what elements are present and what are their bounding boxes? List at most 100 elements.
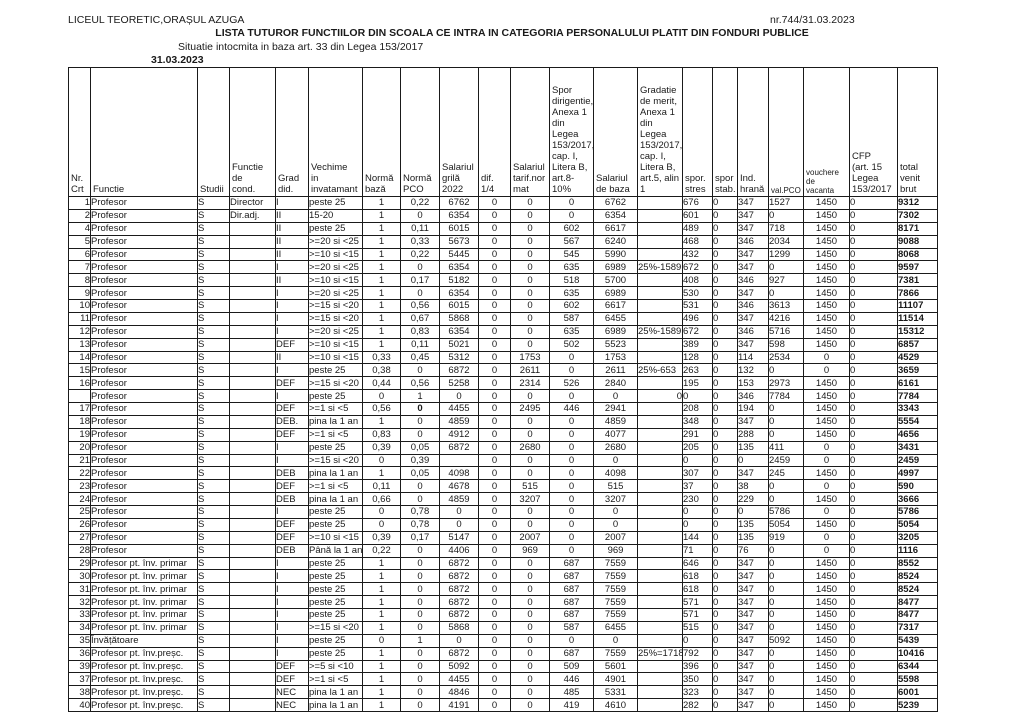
cell: 0: [478, 569, 511, 584]
cell: 0: [682, 633, 713, 648]
cell: 1527: [768, 196, 804, 210]
cell: 0: [478, 196, 511, 210]
cell: Dir.adj.: [229, 208, 276, 223]
cell: 7381: [897, 273, 938, 288]
cell: 29: [68, 556, 91, 571]
cell: 687: [549, 646, 594, 661]
cell: 1450: [803, 595, 850, 609]
cell: 0: [768, 479, 804, 494]
cell: Profesor pt. înv.preșc.: [90, 646, 198, 661]
cell: 0: [400, 286, 440, 300]
cell: 1450: [803, 620, 850, 635]
cell: 0: [712, 582, 738, 597]
cell: 0: [362, 453, 401, 468]
cell: 5786: [897, 505, 938, 519]
cell: 0: [549, 389, 594, 403]
cell: 0,83: [400, 324, 440, 339]
cell: 718: [768, 221, 804, 236]
cell: 6617: [593, 221, 638, 236]
cell: 6989: [593, 324, 638, 339]
cell: 19: [68, 427, 91, 442]
cell: 0: [712, 543, 738, 558]
cell: Profesor: [90, 466, 198, 481]
cell: 2611: [510, 363, 550, 378]
cell: 4077: [593, 427, 638, 442]
cell: 5054: [768, 517, 804, 532]
cell: [229, 595, 276, 609]
cell: 531: [682, 299, 713, 313]
cell: 0: [849, 698, 898, 712]
cell: Profesor: [90, 492, 198, 506]
document-number: nr.744/31.03.2023: [770, 14, 855, 26]
cell: 0,11: [362, 479, 401, 494]
cell: 1: [362, 646, 401, 661]
cell: 646: [682, 556, 713, 571]
cell: 0: [439, 389, 479, 403]
cell: Profesor: [90, 234, 198, 249]
cell: 0: [478, 608, 511, 622]
cell: 346: [737, 299, 769, 313]
cell: II: [275, 234, 309, 249]
cell: 0: [768, 427, 804, 442]
cell: 15312: [897, 324, 938, 339]
cell: DEF: [275, 672, 309, 687]
cell: 4859: [439, 414, 479, 429]
cell: 0: [593, 633, 638, 648]
cell: 7317: [897, 620, 938, 635]
cell: 4678: [439, 479, 479, 494]
table-row: 22 Profesor S DEB pina la 1 an 1 0,05 4098 0 0 0 40…: [68, 466, 938, 481]
cell: >=5 si <10: [308, 659, 363, 674]
cell: 7559: [593, 646, 638, 661]
cell: >=15 si <20: [308, 620, 363, 635]
cell: 1450: [803, 337, 850, 352]
cell: 6161: [897, 376, 938, 391]
table-row: 21 Profesor S I >=15 si <20 0 0,39 0 0 0 0 0 0 0 2459 0…: [68, 453, 938, 468]
cell: >=20 si <25: [308, 286, 363, 300]
salary-table: Nr. Crt Functie Studii Functie de cond. Grad…: [68, 67, 938, 712]
cell: 6872: [439, 440, 479, 455]
cell: 2314: [510, 376, 550, 391]
cell: 0: [593, 453, 638, 468]
cell: 571: [682, 595, 713, 609]
cell: 5092: [768, 633, 804, 648]
cell: 5312: [439, 350, 479, 365]
cell: 0: [400, 414, 440, 429]
cell: 0: [712, 659, 738, 674]
cell: II: [275, 247, 309, 262]
cell: [637, 299, 683, 313]
cell: 1450: [803, 260, 850, 275]
cell: peste 25: [308, 582, 363, 597]
cell: 0: [712, 208, 738, 223]
cell: II: [275, 273, 309, 288]
cell: 0,39: [362, 440, 401, 455]
cell: 518: [549, 273, 594, 288]
cell: 4859: [593, 414, 638, 429]
cell: 0: [712, 402, 738, 416]
column-header: Vechime in invatamant: [308, 67, 363, 197]
cell: 0: [400, 672, 440, 687]
cell: [229, 363, 276, 378]
cell: 323: [682, 685, 713, 700]
cell: 347: [737, 414, 769, 429]
cell: Profesor: [90, 324, 198, 339]
cell: 205: [682, 440, 713, 455]
cell: 39: [68, 659, 91, 674]
cell: 6354: [439, 286, 479, 300]
cell: 3431: [897, 440, 938, 455]
cell: 4610: [593, 698, 638, 712]
cell: 0: [478, 646, 511, 661]
cell: 0: [400, 260, 440, 275]
cell: 0: [682, 505, 713, 519]
cell: 0: [478, 221, 511, 236]
cell: >=20 si <25: [308, 260, 363, 275]
cell: 635: [549, 260, 594, 275]
cell: 0: [768, 363, 804, 378]
cell: 0: [712, 324, 738, 339]
cell: pina la 1 an: [308, 414, 363, 429]
cell: 0: [849, 440, 898, 455]
cell: 6001: [897, 685, 938, 700]
cell: peste 25: [308, 389, 363, 403]
cell: 2680: [593, 440, 638, 455]
